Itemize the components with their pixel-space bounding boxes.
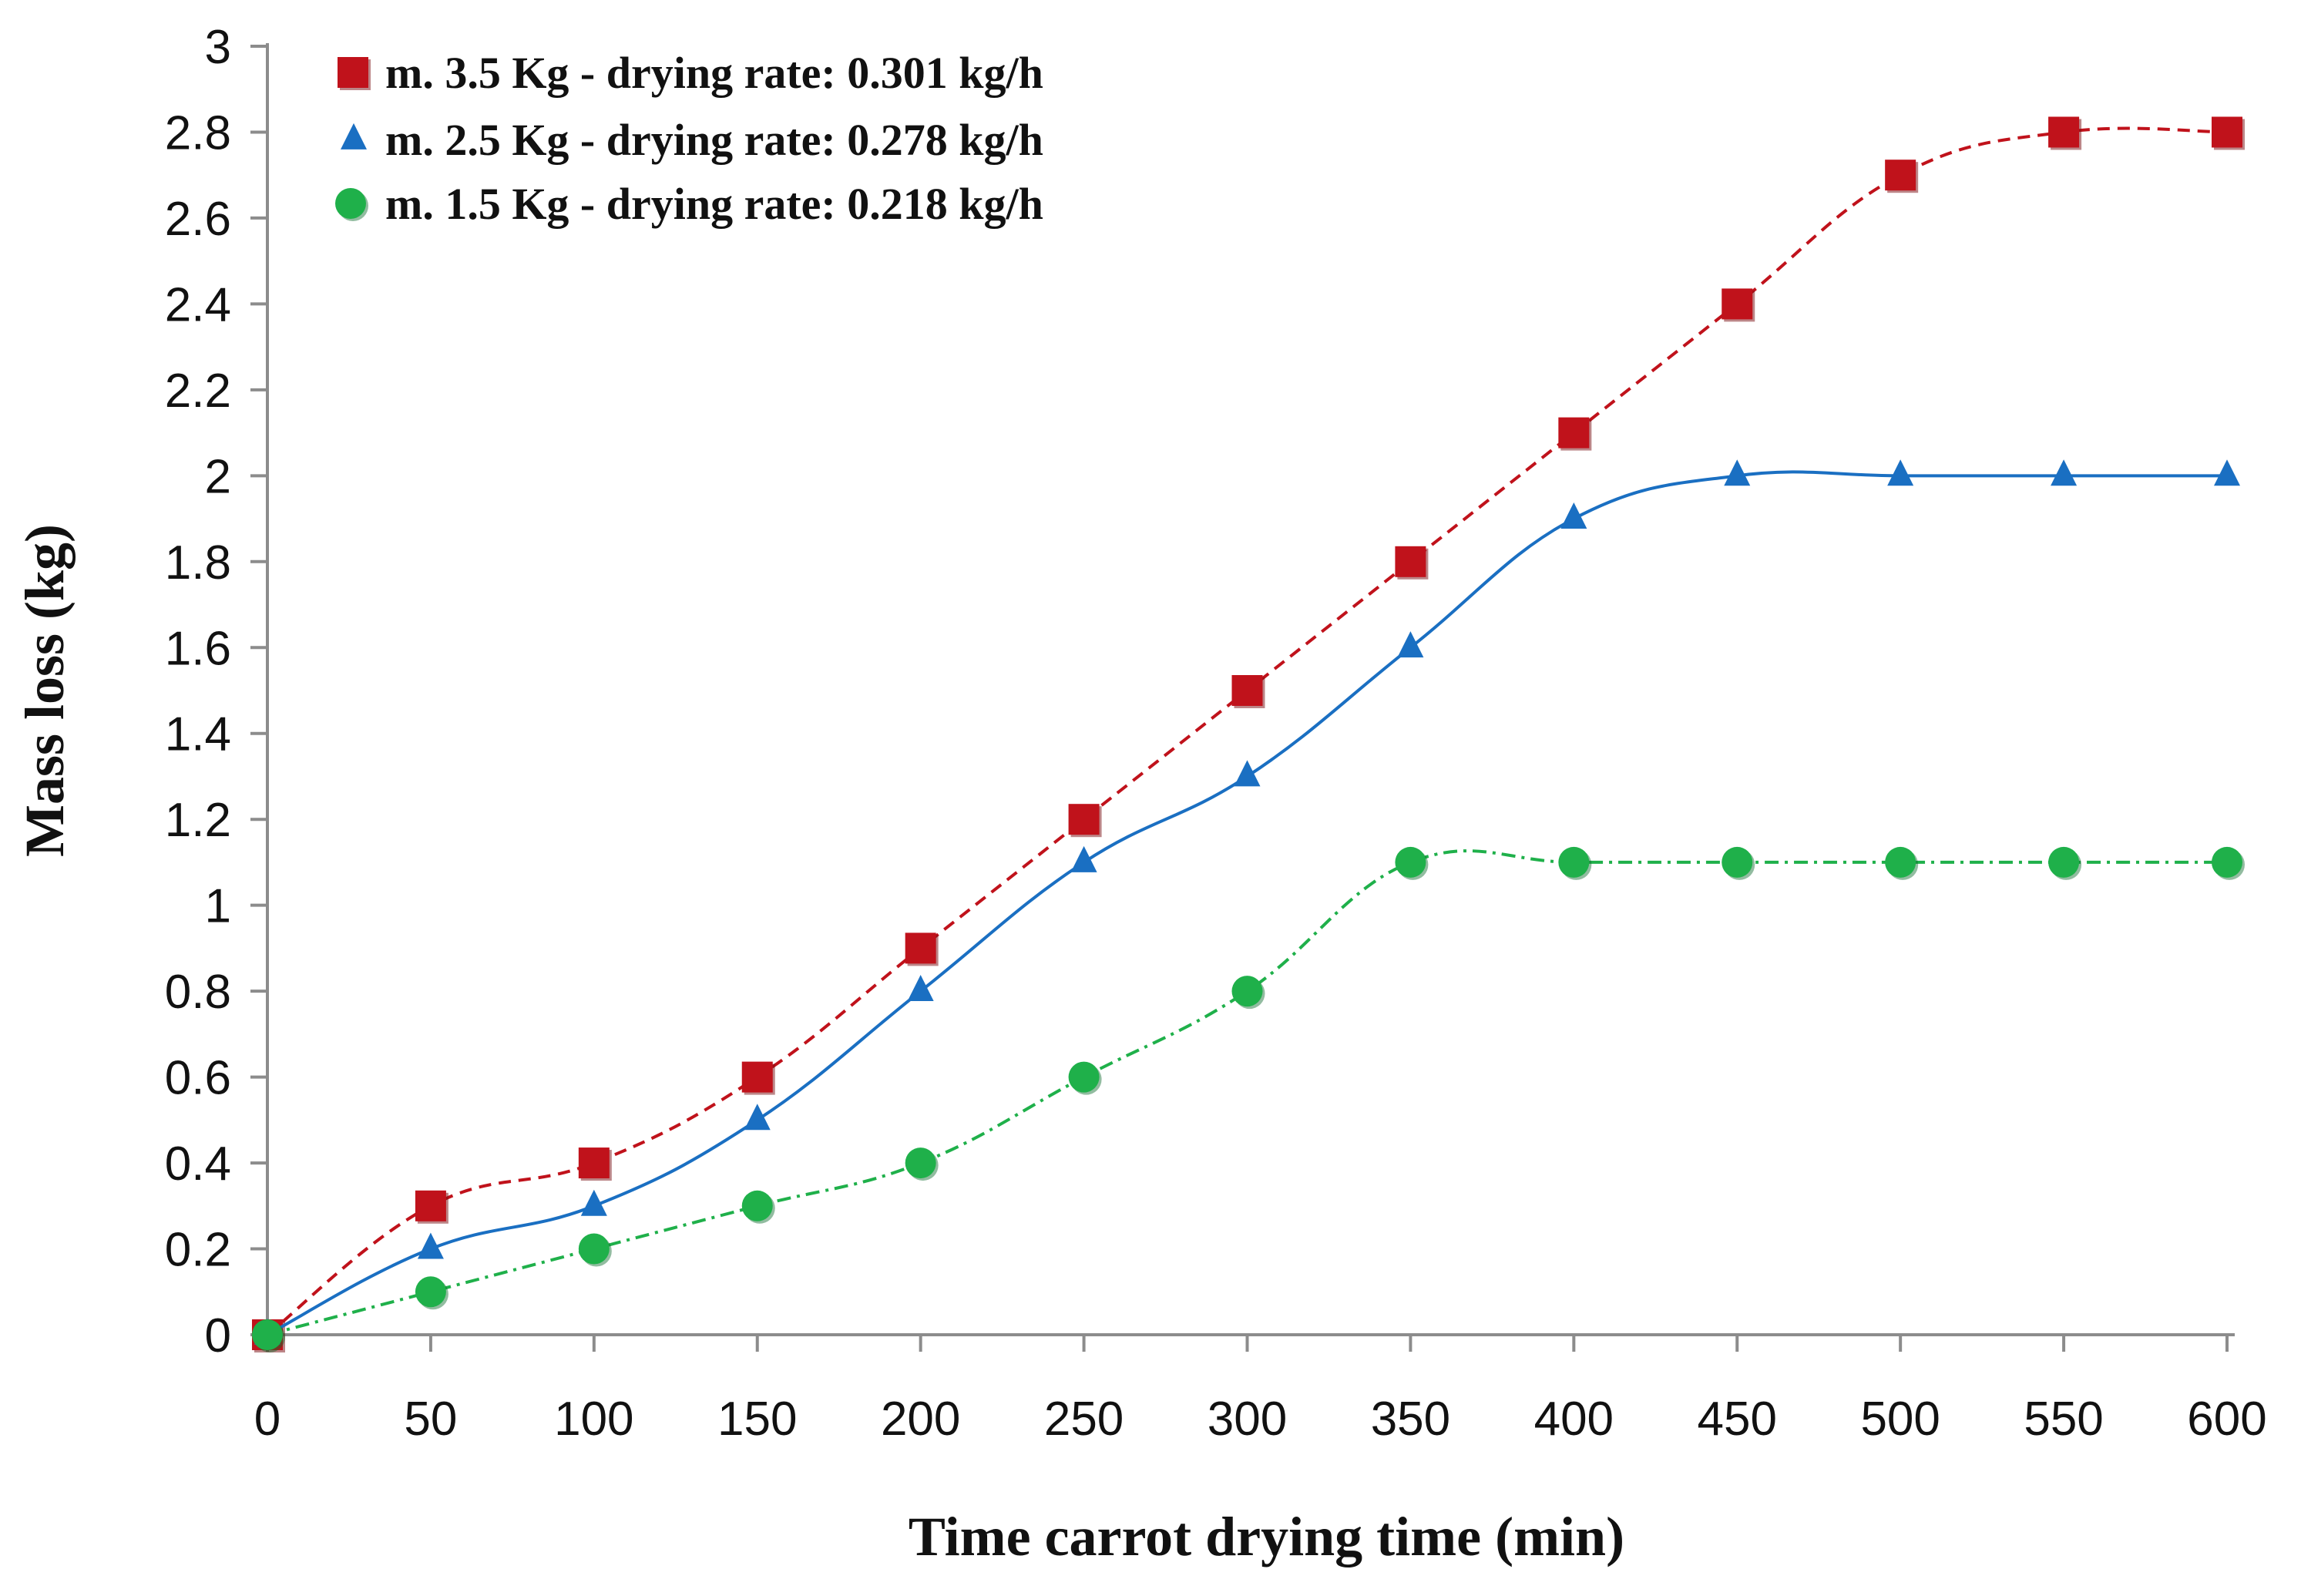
- data-point-triangle: [1234, 760, 1261, 787]
- x-tick-labels: 0 50 100 150 200 250 300 350 400 450 500 550 600: [254, 1335, 2267, 1446]
- y-tick-label: 3: [205, 21, 231, 74]
- data-point-triangle: [1070, 845, 1097, 872]
- series-line-square: [266, 126, 2228, 1336]
- data-point-triangle: [580, 1189, 607, 1216]
- data-point-circle: [415, 1276, 446, 1308]
- data-point-square: [1722, 288, 1753, 320]
- data-point-square: [1395, 546, 1426, 577]
- data-point-square: [415, 1190, 446, 1221]
- y-tick-label: 0.2: [165, 1224, 231, 1277]
- y-tick-label: 1.8: [165, 536, 231, 590]
- y-tick-label: 1: [205, 880, 231, 933]
- series-line-circle: [267, 849, 2227, 1336]
- data-point-triangle: [1724, 459, 1751, 486]
- legend-label: m. 3.5 Kg - drying rate: 0.301 kg/h: [385, 48, 1043, 98]
- data-point-triangle: [907, 975, 934, 1002]
- data-point-circle: [741, 1190, 773, 1221]
- legend-item: m. 1.5 Kg - drying rate: 0.218 kg/h: [335, 179, 1043, 229]
- x-tick-label: 250: [1044, 1393, 1124, 1446]
- x-tick-label: 450: [1698, 1393, 1777, 1446]
- x-tick-label: 550: [2024, 1393, 2103, 1446]
- y-tick-label: 2.8: [165, 106, 231, 160]
- data-point-square: [905, 932, 936, 964]
- data-point-circle: [1395, 846, 1426, 878]
- data-point-square: [2048, 116, 2080, 148]
- legend-marker-square: [338, 57, 368, 88]
- data-point-triangle: [1560, 502, 1587, 529]
- y-tick-labels: 0 0.2 0.4 0.6 0.8 1 1.2 1.4 1.6 1.8 2 2.2 2.4 2.6 2.8 3: [165, 21, 267, 1362]
- data-point-square: [1558, 417, 1590, 449]
- data-point-triangle: [1397, 631, 1424, 658]
- x-tick-label: 600: [2187, 1393, 2266, 1446]
- x-tick-label: 500: [1860, 1393, 1940, 1446]
- data-point-circle: [1068, 1061, 1100, 1093]
- y-tick-label: 2.2: [165, 365, 231, 418]
- data-series: [252, 116, 2245, 1352]
- x-tick-label: 400: [1534, 1393, 1614, 1446]
- data-point-circle: [2212, 846, 2242, 878]
- x-tick-label: 50: [404, 1393, 457, 1446]
- x-tick-label: 200: [881, 1393, 960, 1446]
- y-tick-label: 0.6: [165, 1052, 231, 1105]
- data-point-triangle: [2214, 459, 2240, 486]
- data-point-circle: [1231, 976, 1263, 1007]
- y-axis-title: Mass loss (kg): [14, 524, 76, 857]
- data-point-circle: [252, 1319, 283, 1350]
- data-point-triangle: [417, 1232, 444, 1259]
- data-point-square: [741, 1061, 773, 1093]
- data-point-triangle: [1887, 459, 1914, 486]
- x-tick-label: 300: [1208, 1393, 1287, 1446]
- data-point-square: [2212, 116, 2242, 148]
- data-point-circle: [1558, 846, 1590, 878]
- legend-item: m. 2.5 Kg - drying rate: 0.278 kg/h: [341, 115, 1043, 165]
- data-point-square: [578, 1147, 610, 1179]
- data-point-circle: [1722, 846, 1753, 878]
- y-tick-label: 2.4: [165, 278, 231, 331]
- series-line-triangle: [267, 470, 2227, 1336]
- data-point-circle: [1885, 846, 1916, 878]
- data-point-circle: [905, 1147, 936, 1179]
- legend: m. 3.5 Kg - drying rate: 0.301 kg/h m. 2.…: [335, 48, 1043, 229]
- y-tick-label: 1.4: [165, 708, 231, 761]
- x-tick-label: 150: [717, 1393, 797, 1446]
- x-tick-label: 100: [554, 1393, 633, 1446]
- data-point-triangle: [2051, 459, 2078, 486]
- y-tick-label: 0.4: [165, 1137, 231, 1191]
- series-triangle: [254, 459, 2240, 1345]
- data-point-circle: [578, 1233, 610, 1265]
- y-tick-label: 1.6: [165, 622, 231, 675]
- y-tick-label: 2: [205, 450, 231, 503]
- series-square: [252, 116, 2245, 1352]
- data-point-square: [1885, 160, 1916, 191]
- x-axis-title: Time carrot drying time (min): [909, 1506, 1624, 1567]
- y-tick-label: 0.8: [165, 966, 231, 1019]
- y-tick-label: 1.2: [165, 794, 231, 847]
- legend-marker-triangle: [341, 123, 367, 150]
- data-point-square: [1068, 804, 1100, 835]
- y-tick-label: 2.6: [165, 193, 231, 246]
- legend-label: m. 1.5 Kg - drying rate: 0.218 kg/h: [385, 179, 1043, 229]
- data-point-square: [1231, 675, 1263, 706]
- y-tick-label: 0: [205, 1309, 231, 1362]
- legend-marker-circle: [335, 188, 366, 219]
- x-tick-label: 350: [1371, 1393, 1450, 1446]
- legend-item: m. 3.5 Kg - drying rate: 0.301 kg/h: [338, 48, 1043, 98]
- x-tick-label: 0: [254, 1393, 280, 1446]
- data-point-triangle: [744, 1104, 771, 1131]
- series-circle: [252, 846, 2245, 1352]
- data-point-circle: [2048, 846, 2080, 878]
- legend-label: m. 2.5 Kg - drying rate: 0.278 kg/h: [385, 115, 1043, 165]
